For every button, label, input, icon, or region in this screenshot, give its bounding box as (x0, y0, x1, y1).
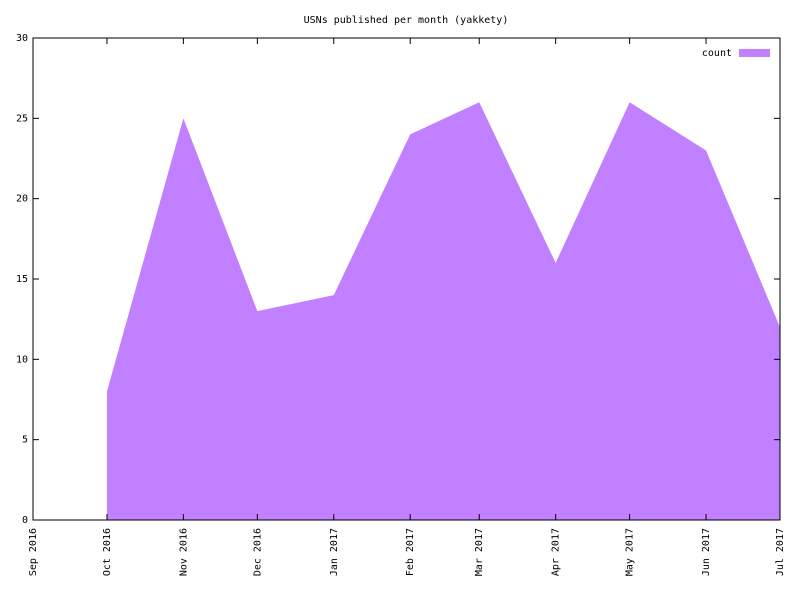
area (106, 102, 781, 521)
x-tick-label: Oct 2016 (102, 528, 113, 576)
x-tick-label: Feb 2017 (405, 528, 416, 576)
legend-swatch (739, 49, 770, 57)
x-tick-label: Apr 2017 (551, 528, 562, 576)
y-tick-label: 20 (16, 194, 28, 205)
y-tick-label: 30 (16, 33, 28, 44)
chart-title: USNs published per month (yakkety) (304, 15, 509, 26)
x-tick-label: Sep 2016 (28, 528, 39, 576)
x-tick-label: Jun 2017 (701, 528, 712, 576)
y-tick-label: 25 (16, 113, 28, 124)
x-tick-label: Dec 2016 (252, 528, 263, 576)
x-tick-label: Jan 2017 (329, 528, 340, 576)
y-tick-label: 15 (16, 274, 28, 285)
x-tick-label: Jul 2017 (775, 528, 786, 576)
x-tick-label: Mar 2017 (474, 528, 485, 576)
x-tick-label: Nov 2016 (178, 528, 189, 576)
legend-label: count (702, 48, 732, 59)
y-tick-label: 0 (22, 515, 28, 526)
y-tick-label: 5 (22, 435, 28, 446)
y-tick-label: 10 (16, 354, 28, 365)
x-tick-label: May 2017 (625, 528, 636, 576)
